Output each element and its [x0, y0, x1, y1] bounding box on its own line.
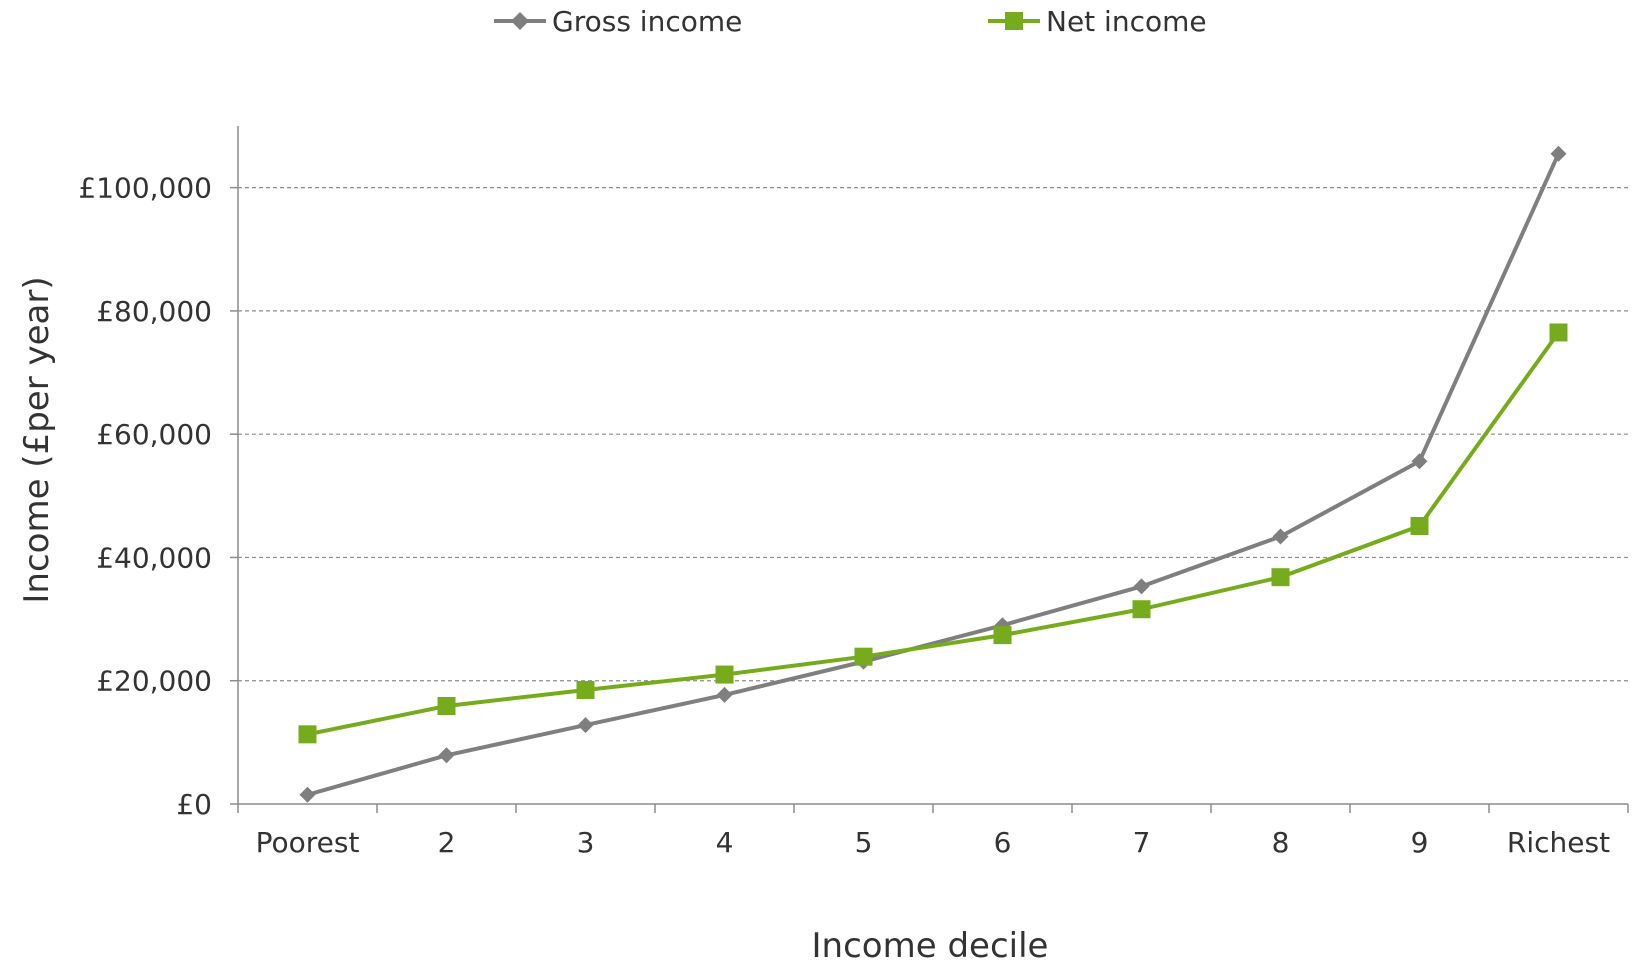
x-tick-label: 9 — [1411, 826, 1429, 859]
data-point-gross — [1550, 145, 1567, 162]
y-tick-label: £40,000 — [96, 541, 212, 574]
data-point-gross — [299, 786, 316, 803]
x-tick-label: Poorest — [256, 826, 360, 859]
data-point-gross — [716, 686, 733, 703]
data-point-gross — [1272, 528, 1289, 545]
x-tick-label: 6 — [994, 826, 1012, 859]
axes — [237, 126, 1628, 805]
x-tick-label: 7 — [1133, 826, 1151, 859]
x-tick-label: 3 — [577, 826, 595, 859]
data-point-net — [298, 725, 317, 744]
y-tick-label: £80,000 — [96, 295, 212, 328]
legend-square-icon — [1005, 12, 1023, 30]
series-net-income — [298, 323, 1568, 744]
data-point-net — [576, 680, 595, 699]
series-line-net — [307, 331, 1561, 737]
data-point-net — [1410, 517, 1429, 536]
x-tick-label: 5 — [855, 826, 873, 859]
y-tick-label: £100,000 — [78, 172, 212, 205]
data-point-net — [1549, 323, 1568, 342]
x-tick-label: Richest — [1507, 826, 1610, 859]
legend-diamond-icon — [511, 12, 529, 30]
data-point-gross — [577, 717, 594, 734]
data-point-net — [715, 665, 734, 684]
legend: Gross income Net income — [494, 5, 1207, 38]
data-point-net — [1271, 568, 1290, 587]
data-point-net — [437, 696, 456, 715]
data-point-gross — [438, 747, 455, 764]
y-tick-label: £20,000 — [96, 665, 212, 698]
data-point-gross — [1411, 453, 1428, 470]
x-axis-title: Income decile — [812, 926, 1049, 966]
x-tick-label: 4 — [716, 826, 734, 859]
series-line-gross — [306, 152, 1561, 797]
series — [298, 145, 1568, 803]
data-point-net — [1132, 600, 1151, 619]
y-tick-labels: £0 £20,000 £40,000 £60,000 £80,000 £100,000 — [78, 172, 212, 821]
gridlines — [230, 186, 1629, 813]
y-tick-label: £0 — [176, 788, 212, 821]
legend-label-net: Net income — [1046, 5, 1207, 38]
legend-label-gross: Gross income — [552, 5, 742, 38]
legend-item-gross: Gross income — [494, 5, 742, 38]
x-tick-label: 2 — [438, 826, 456, 859]
data-point-net — [854, 647, 873, 666]
x-tick-label: 8 — [1272, 826, 1290, 859]
data-point-gross — [1133, 578, 1150, 595]
y-axis-title: Income (£per year) — [17, 276, 57, 603]
series-gross-income — [299, 145, 1567, 803]
x-tick-labels: Poorest 2 3 4 5 6 7 8 9 Richest — [256, 826, 1611, 859]
data-point-net — [993, 626, 1012, 645]
y-tick-label: £60,000 — [96, 418, 212, 451]
legend-item-net: Net income — [988, 5, 1207, 38]
